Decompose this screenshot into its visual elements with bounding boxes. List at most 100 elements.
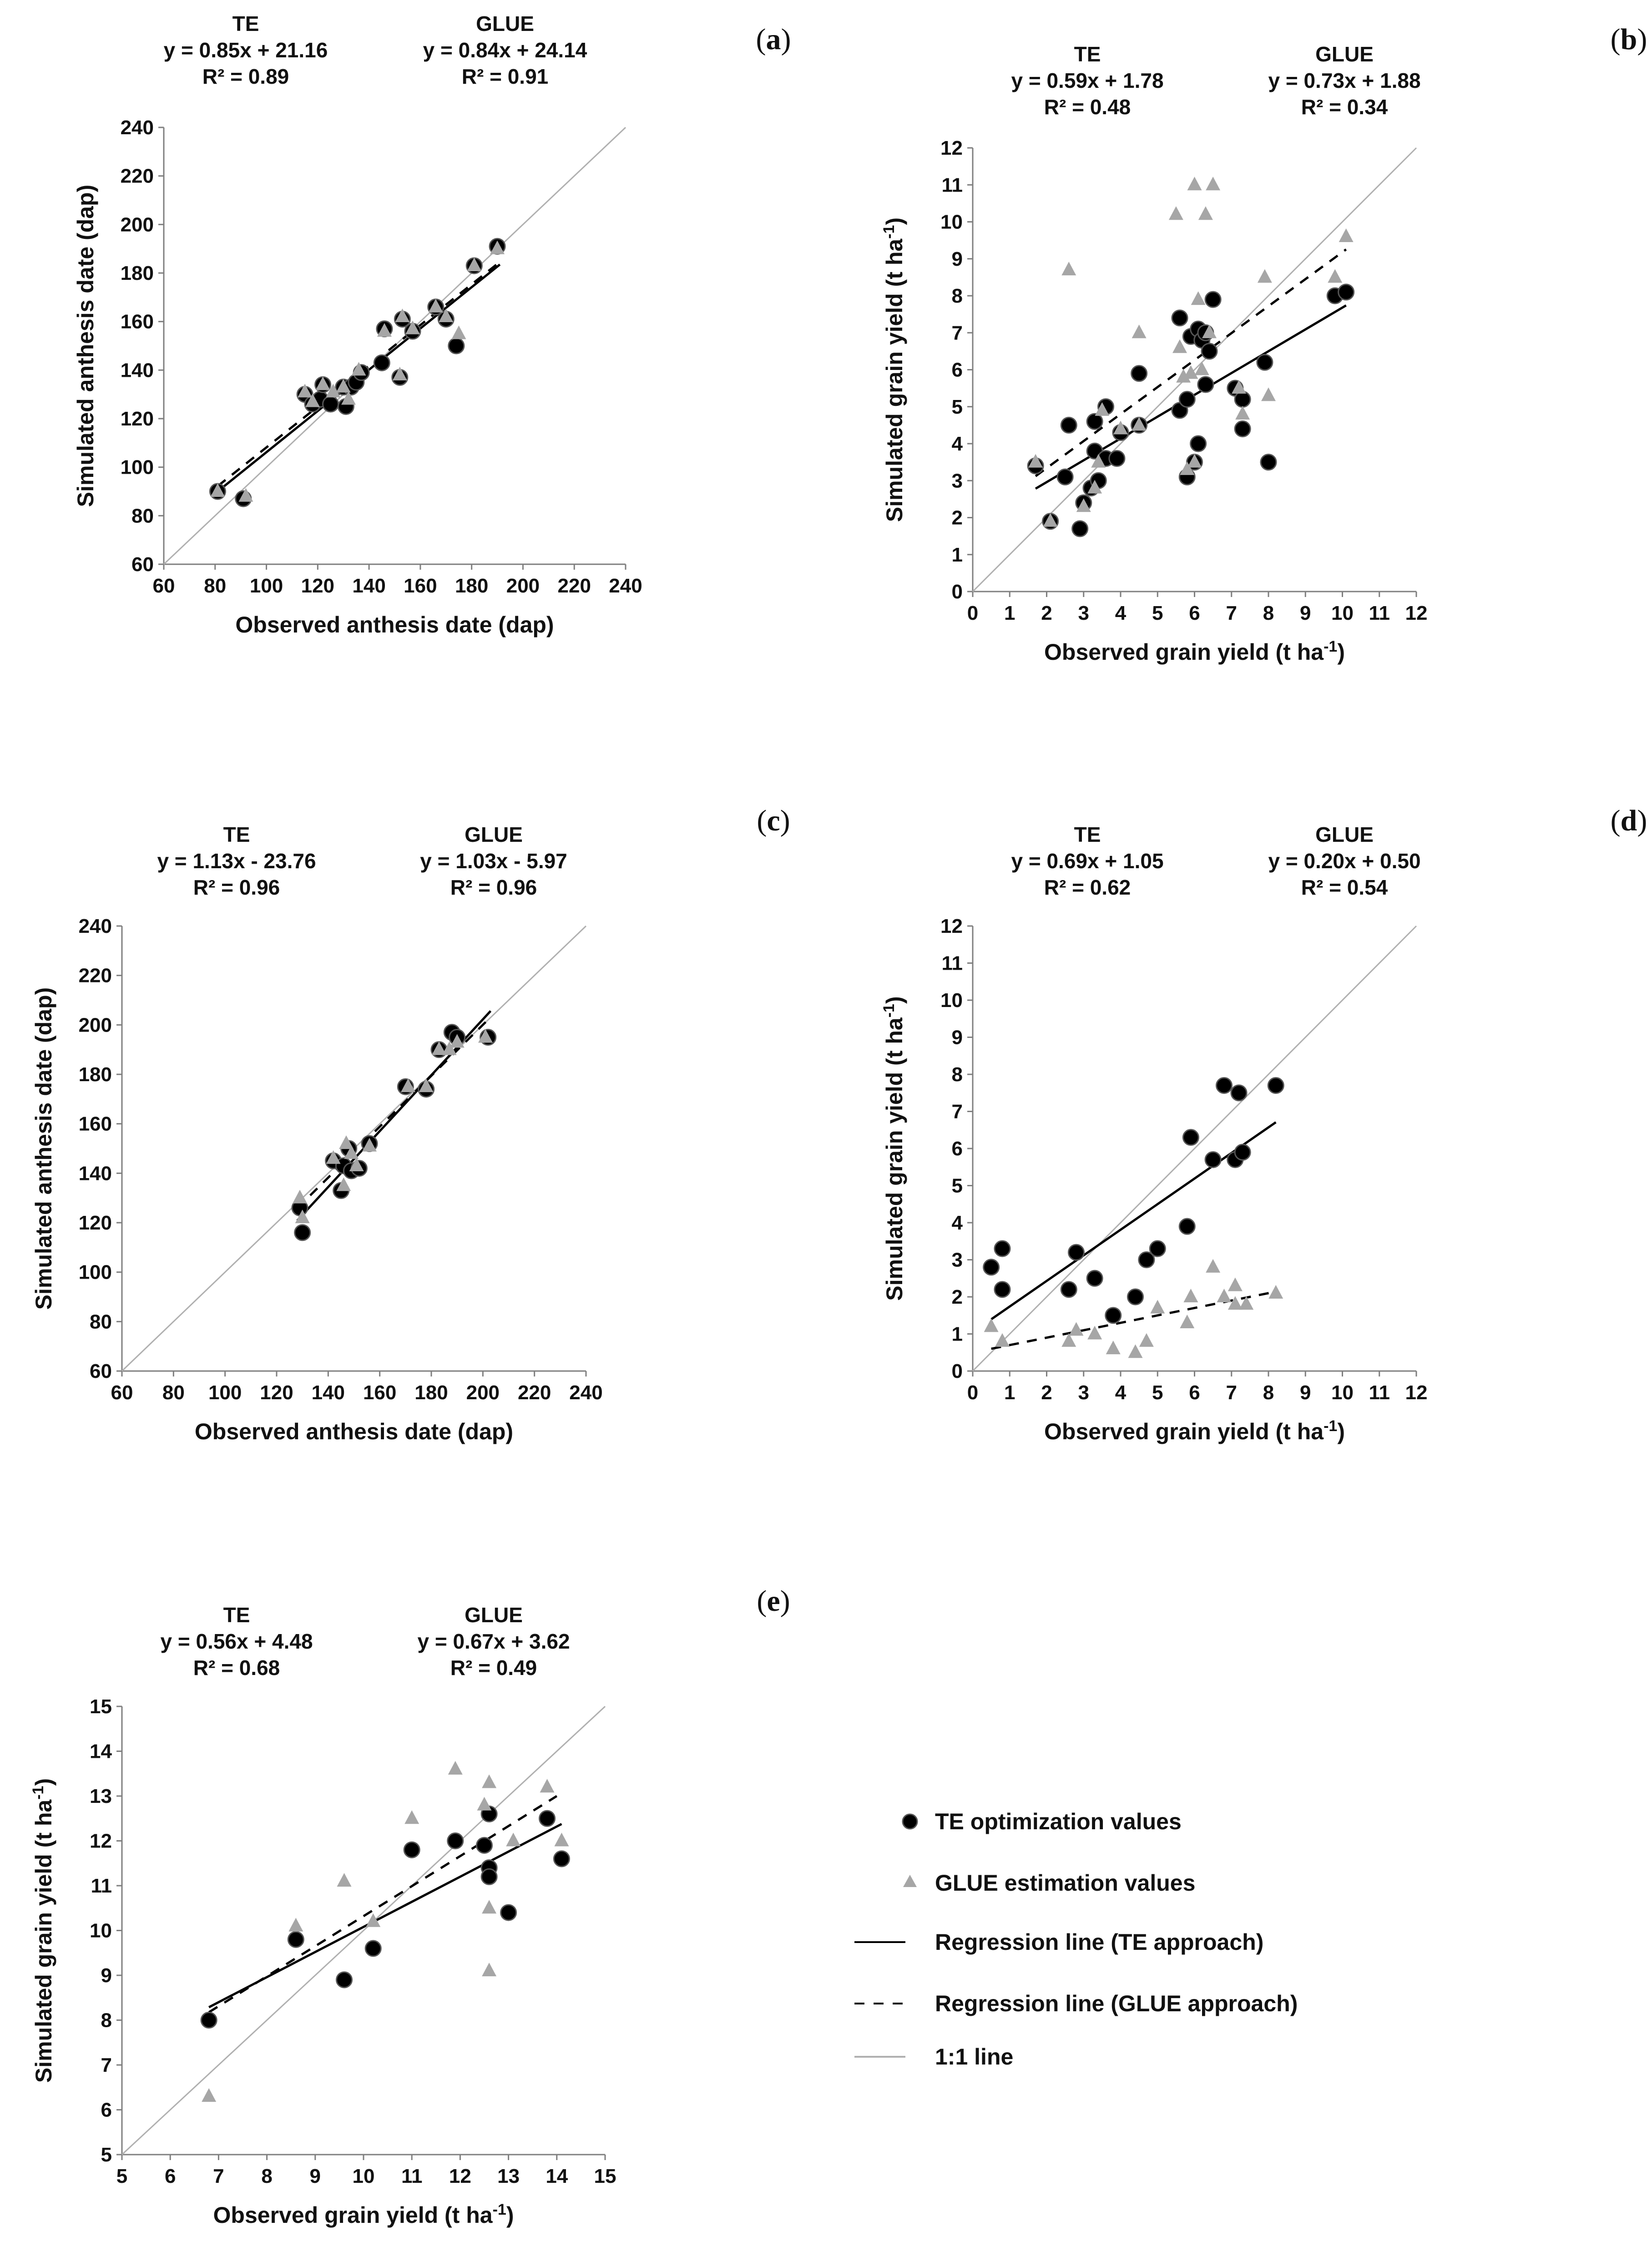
d-te-point [1068,1244,1085,1261]
b-te-point [1131,365,1148,382]
b-glue-point [1235,406,1250,420]
a-glue-point [238,488,253,502]
b-te-point [1256,354,1273,371]
b-x-tick-label: 5 [1152,602,1163,624]
b-glue-point [1261,387,1276,401]
b-glue-point [1187,177,1202,191]
a-glue-point [336,379,351,393]
legend-te-marker-icon [902,1813,918,1830]
c-glue-point [401,1078,415,1093]
b-y-tick-label: 3 [952,470,963,492]
a-y-tick-label: 100 [121,456,154,479]
b-glue-point [1328,269,1343,283]
b-x-tick-label: 2 [1041,602,1052,624]
a-y-tick-label: 160 [121,311,154,333]
c-glue-r2: R² = 0.96 [450,875,537,899]
e-te-regression-line [208,1823,562,2009]
e-y-tick-label: 7 [101,2054,112,2076]
b-glue-point [1168,206,1183,220]
d-one-to-one-line [972,925,1417,1372]
b-y-tick-label: 8 [952,285,963,307]
b-y-tick-label: 9 [952,248,963,270]
legend: TE optimization values GLUE estimation v… [854,1809,1298,2070]
a-y-tick-label: 140 [121,359,154,381]
d-te-point [1216,1077,1233,1094]
b-glue-point [1176,369,1191,383]
b-y-tick-label: 10 [940,211,963,233]
b-glue-point [1194,361,1209,375]
b-glue-point [1061,262,1076,276]
b-te-point [1234,420,1251,437]
b-te-point [1108,450,1126,467]
e-y-axis-title: Simulated grain yield (t ha-1) [30,1778,56,2083]
b-te-point [1234,391,1251,408]
b-glue-point [1198,206,1213,220]
legend-glue-marker-icon [903,1875,917,1887]
panel-e: 5 6 7 8 9 10 11 12 13 14 15 5 6 7 8 9 10 11 12 13 14 15 Observ… [30,1584,790,2228]
e-te-r2: R² = 0.68 [193,1656,280,1680]
e-glue-point [506,1832,521,1847]
d-te-r2: R² = 0.62 [1044,875,1131,899]
d-y-tick-label: 0 [952,1360,963,1382]
b-te-point [1060,416,1077,434]
e-glue-point [482,1963,497,1977]
c-glue-point [442,1041,457,1055]
b-te-point [1178,391,1196,408]
d-x-tick-label: 3 [1078,1381,1089,1404]
b-x-tick-label: 3 [1078,602,1089,624]
legend-one-to-one-label: 1:1 line [935,2044,1013,2070]
d-y-tick-label: 1 [952,1323,963,1346]
a-glue-point [451,325,466,339]
e-y-tick-label: 14 [90,1741,112,1763]
c-x-tick-label: 240 [569,1381,602,1404]
a-glue-equation: y = 0.84x + 24.14 [423,38,587,62]
b-glue-regression-line [1035,248,1347,477]
d-te-point [1149,1240,1166,1257]
c-te-equation: y = 1.13x - 23.76 [157,849,316,873]
d-te-point [1138,1251,1155,1268]
b-glue-r2: R² = 0.34 [1301,95,1388,119]
panel-a: 60 80 100 120 140 160 180 200 220 240 60 80 100 120 14… [73,12,791,638]
b-x-tick-label: 6 [1189,602,1200,624]
b-y-tick-label: 7 [952,322,963,344]
e-te-point [287,1931,304,1948]
b-y-tick-label: 11 [941,174,963,196]
d-te-point [1178,1218,1196,1235]
e-te-point [500,1904,517,1921]
c-y-tick-label: 220 [79,965,112,987]
b-glue-point [1095,402,1110,416]
d-te-point [1182,1129,1199,1146]
d-y-tick-label: 5 [952,1175,963,1197]
b-te-point [1190,435,1207,452]
c-glue-point [419,1078,434,1093]
d-te-equation: y = 0.69x + 1.05 [1011,849,1163,873]
a-glue-point [326,384,341,398]
b-te-point [1086,413,1103,430]
e-glue-point [477,1796,492,1811]
a-y-tick-label: 200 [121,213,154,236]
a-glue-point [298,384,313,398]
c-x-tick-label: 140 [312,1381,345,1404]
d-glue-equation: y = 0.20x + 0.50 [1268,849,1420,873]
b-y-tick-label: 0 [952,581,963,603]
d-y-tick-label: 2 [952,1286,963,1308]
d-te-point [994,1281,1011,1298]
a-x-tick-label: 120 [301,575,334,597]
c-glue-regression-line [296,1016,492,1209]
e-glue-equation: y = 0.67x + 3.62 [417,1629,570,1653]
c-y-tick-label: 80 [90,1311,112,1333]
a-x-tick-label: 100 [250,575,283,597]
b-x-tick-label: 11 [1369,602,1390,624]
c-x-tick-label: 180 [414,1381,448,1404]
legend-te-line-label: Regression line (TE approach) [935,1929,1263,1955]
e-x-tick-label: 9 [310,2165,321,2187]
d-y-tick-label: 9 [952,1027,963,1049]
c-x-tick-label: 120 [260,1381,293,1404]
b-glue-point [1113,420,1128,435]
d-y-axis-title: Simulated grain yield (t ha-1) [880,996,907,1301]
c-glue-point [478,1029,493,1043]
b-x-tick-label: 12 [1405,602,1428,624]
c-glue-point [336,1177,351,1191]
b-glue-point [1172,339,1187,353]
b-te-point [1201,343,1218,360]
